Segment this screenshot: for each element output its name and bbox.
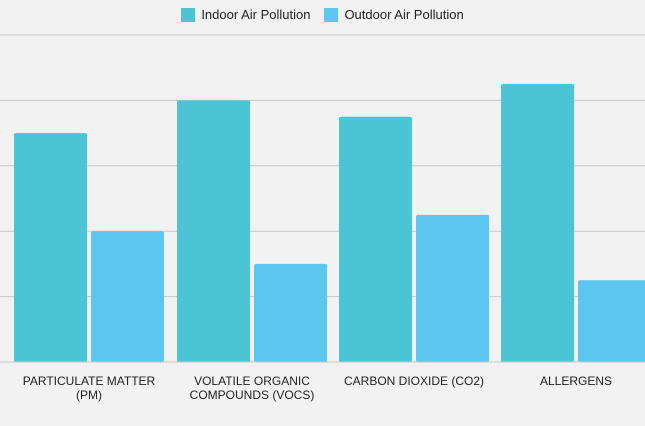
legend-item-indoor[interactable]: Indoor Air Pollution xyxy=(181,7,310,22)
category-label-pm: Particulate Matter (PM) xyxy=(22,374,156,402)
category-label-allergens: Allergens xyxy=(539,374,613,388)
bar-indoor-co2[interactable] xyxy=(339,116,412,362)
bar-indoor-pm[interactable] xyxy=(14,133,87,362)
bar-outdoor-allergens[interactable] xyxy=(578,280,645,362)
category-label-co2: Carbon Dioxide (CO2) xyxy=(343,374,484,388)
legend-swatch-outdoor xyxy=(324,7,339,22)
bar-outdoor-vocs[interactable] xyxy=(254,263,327,362)
bar-outdoor-co2[interactable] xyxy=(416,214,489,362)
legend-label-outdoor: Outdoor Air Pollution xyxy=(344,7,464,22)
bar-indoor-vocs[interactable] xyxy=(177,100,250,363)
bar-outdoor-pm[interactable] xyxy=(91,231,164,362)
legend-label-indoor: Indoor Air Pollution xyxy=(201,7,311,22)
category-label-vocs: Volatile Organic Compounds (VOCs) xyxy=(189,374,315,402)
legend: Indoor Air Pollution Outdoor Air Polluti… xyxy=(0,7,645,22)
legend-swatch-indoor xyxy=(181,7,196,22)
legend-item-outdoor[interactable]: Outdoor Air Pollution xyxy=(324,7,464,22)
bar-indoor-allergens[interactable] xyxy=(501,84,574,363)
